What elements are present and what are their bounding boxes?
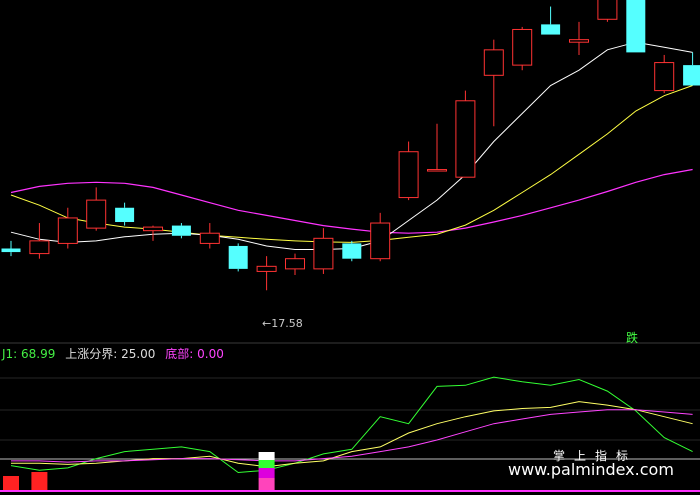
indicator-legend: J1: 68.99 上涨分界: 25.00 底部: 0.00 <box>2 345 230 362</box>
fall-signal-badge: 跌 <box>626 331 639 345</box>
candle-body-up <box>427 169 447 172</box>
candle-body-down <box>228 245 248 269</box>
watermark-name: 掌上指标 <box>553 449 638 463</box>
ma-long-line <box>10 168 693 234</box>
signal-bar <box>258 460 275 468</box>
candle-body-up <box>199 232 220 244</box>
signal-bar <box>258 452 275 460</box>
signal-bars <box>3 452 275 490</box>
candle-body-down <box>1 248 21 253</box>
signal-bar <box>258 478 275 490</box>
candle-body-up <box>512 28 533 66</box>
grid <box>0 342 700 492</box>
candle-body-up <box>654 62 675 92</box>
candle-body-up <box>597 0 618 20</box>
bottom-line-curve <box>11 409 693 463</box>
candle-body-down <box>342 243 362 259</box>
candle-body-up <box>483 49 504 76</box>
moving-averages <box>10 41 693 250</box>
legend-bottom: 底部: 0.00 <box>165 347 224 361</box>
candlesticks <box>1 0 700 291</box>
signal-bar <box>3 476 19 490</box>
signal-bar <box>258 468 275 478</box>
candle-body-up <box>313 237 334 270</box>
j1-line <box>10 376 693 474</box>
candle-body-up <box>370 222 391 260</box>
candle-body-down <box>683 65 700 86</box>
candle-body-up <box>285 258 305 270</box>
signal-bar <box>31 472 48 490</box>
candle-body-up <box>57 217 78 244</box>
candle-body-up <box>143 226 163 232</box>
candle-body-down <box>115 207 135 223</box>
candle-body-up <box>29 240 50 255</box>
candle-body-up <box>86 199 107 229</box>
candle-body-up <box>256 265 277 272</box>
indicator-lines <box>10 376 693 474</box>
candle-body-down <box>541 24 561 35</box>
legend-up-boundary: 上涨分界: 25.00 <box>65 347 156 361</box>
candle-body-down <box>171 225 191 236</box>
watermark-url: www.palmindex.com <box>508 460 674 479</box>
candle-body-up <box>398 151 419 199</box>
candle-body-up <box>569 39 589 43</box>
legend-j1: J1: 68.99 <box>2 347 56 361</box>
ma-mid-line <box>10 85 693 243</box>
low-price-annotation: ←17.58 <box>262 317 303 330</box>
candle-body-up <box>455 100 476 178</box>
candle-body-down <box>626 0 646 53</box>
